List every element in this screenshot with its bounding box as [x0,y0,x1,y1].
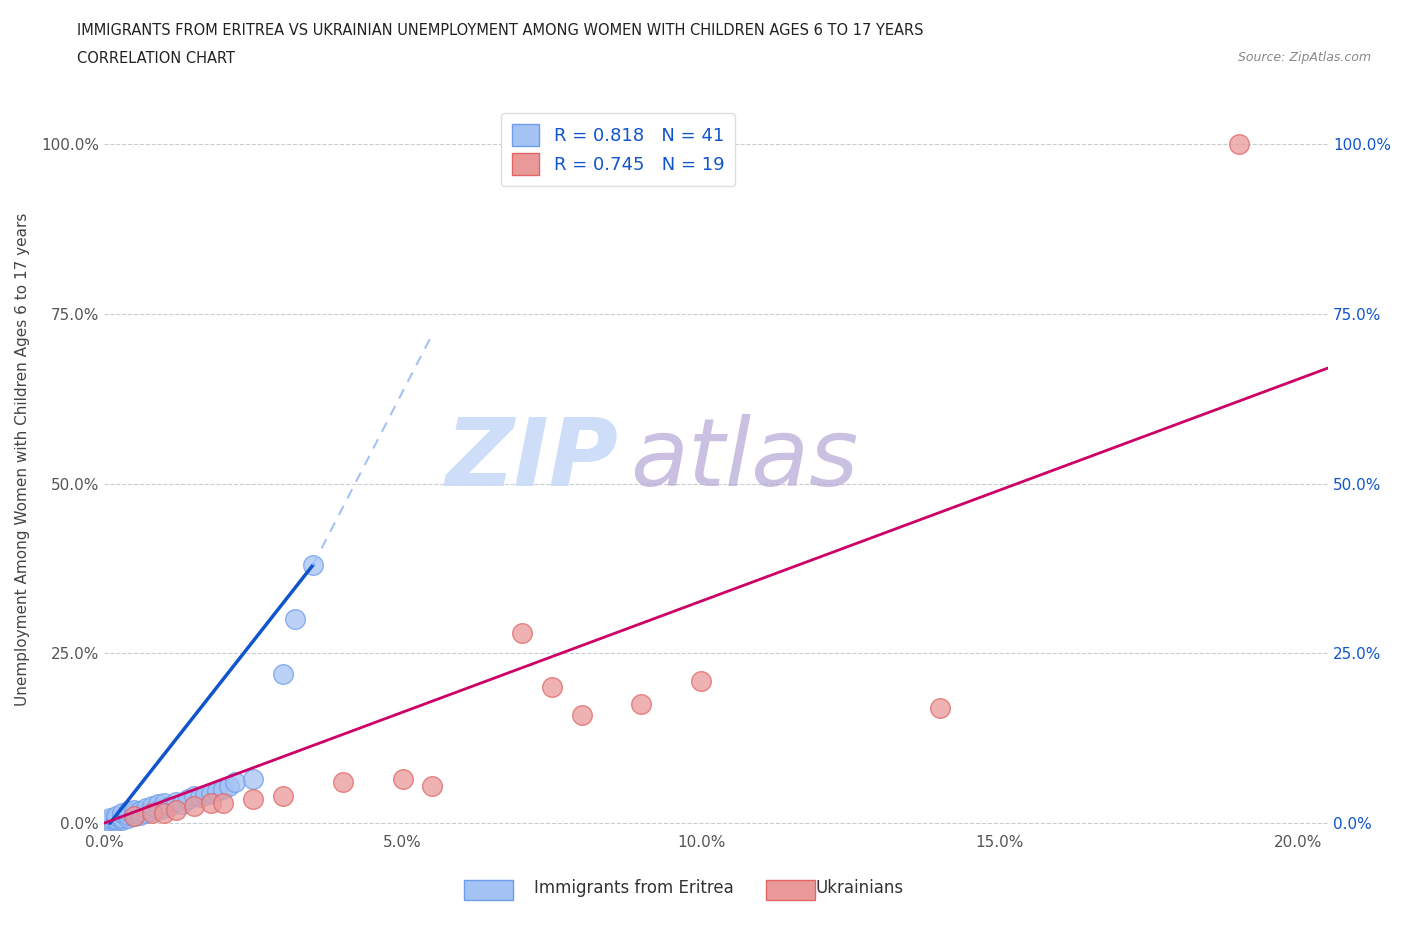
Y-axis label: Unemployment Among Women with Children Ages 6 to 17 years: Unemployment Among Women with Children A… [15,213,30,707]
Text: Source: ZipAtlas.com: Source: ZipAtlas.com [1237,51,1371,64]
Point [159,799,181,814]
Point [422,778,444,793]
Text: Ukrainians: Ukrainians [815,879,904,897]
Point [183,789,205,804]
Point [540,680,562,695]
Point [170,797,193,812]
Point [104,812,127,827]
Point [194,788,217,803]
Point [271,666,294,681]
Point [152,795,174,810]
Text: ZIP: ZIP [446,414,619,506]
Point [117,810,139,825]
Point [122,809,145,824]
Point [1227,137,1250,152]
Point [332,775,354,790]
Point [571,707,593,722]
Point [690,673,713,688]
Point [630,697,652,711]
Point [165,803,187,817]
Point [302,558,325,573]
Point [104,814,127,829]
Point [104,809,127,824]
Point [141,805,163,820]
Point [152,801,174,816]
Point [183,799,205,814]
Point [510,626,533,641]
Point [212,795,235,810]
Point [242,772,264,787]
Point [122,809,145,824]
Point [111,813,134,828]
Point [929,700,952,715]
Point [242,792,264,807]
Point [165,794,187,809]
Legend: R = 0.818   N = 41, R = 0.745   N = 19: R = 0.818 N = 41, R = 0.745 N = 19 [501,113,735,186]
Point [122,805,145,820]
Point [200,785,222,800]
Point [218,778,240,793]
Point [117,807,139,822]
Point [98,810,121,825]
Point [152,805,174,820]
Point [271,789,294,804]
Point [141,799,163,814]
Text: IMMIGRANTS FROM ERITREA VS UKRAINIAN UNEMPLOYMENT AMONG WOMEN WITH CHILDREN AGES: IMMIGRANTS FROM ERITREA VS UKRAINIAN UNE… [77,23,924,38]
Text: Immigrants from Eritrea: Immigrants from Eritrea [534,879,734,897]
Point [207,783,229,798]
Point [141,804,163,818]
Point [146,803,169,817]
Point [111,810,134,825]
Point [128,804,150,818]
Text: CORRELATION CHART: CORRELATION CHART [77,51,235,66]
Point [98,813,121,828]
Point [284,612,307,627]
Point [122,803,145,817]
Point [146,797,169,812]
Point [200,795,222,810]
Point [212,782,235,797]
Point [391,772,413,787]
Point [128,807,150,822]
Point [117,804,139,818]
Text: atlas: atlas [630,414,859,505]
Point [224,775,246,790]
Point [111,805,134,820]
Point [98,815,121,830]
Point [135,805,157,820]
Point [188,790,211,804]
Point [135,801,157,816]
Point [176,792,198,807]
